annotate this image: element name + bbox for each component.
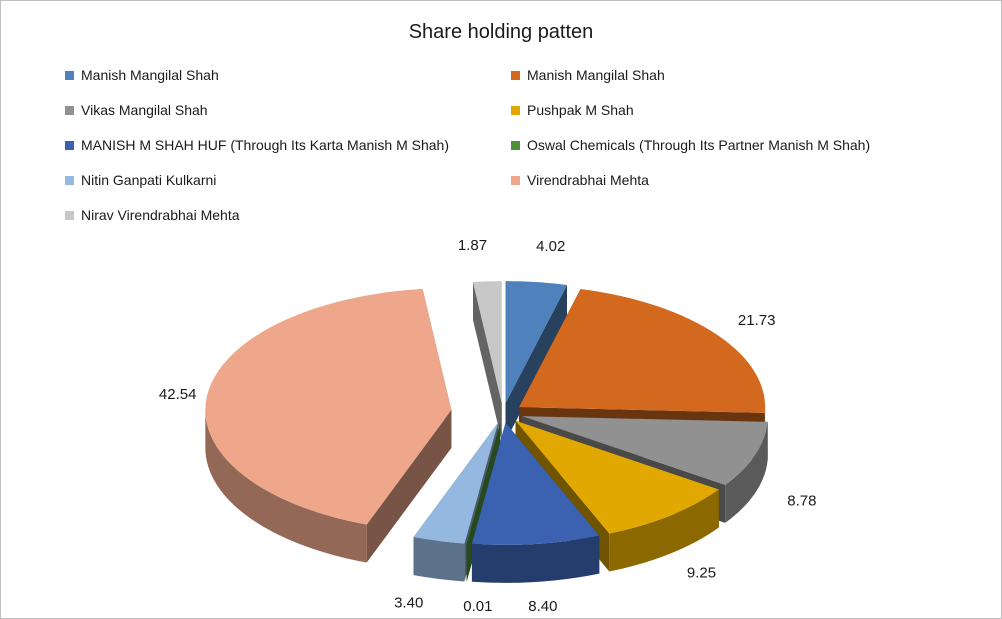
- chart-title: Share holding patten: [408, 21, 594, 43]
- legend-label-7: Nitin Ganpati Kulkarni: [81, 172, 217, 188]
- legend-item-3: Vikas Mangilal Shah: [65, 102, 208, 118]
- pie-slice-4-top: [515, 420, 719, 534]
- legend-label-3: Vikas Mangilal Shah: [81, 102, 208, 118]
- data-labels: 4.02 21.73 8.78 9.25 8.40 0.01 3.40 42.54 1.87: [159, 237, 817, 615]
- pie-slice-7-top: [413, 422, 499, 544]
- legend-item-9: Nirav Virendrabhai Mehta: [65, 207, 240, 223]
- legend-item-4: Pushpak M Shah: [511, 102, 634, 118]
- legend-item-1: Manish Mangilal Shah: [65, 67, 219, 83]
- legend-item-7: Nitin Ganpati Kulkarni: [65, 172, 216, 188]
- data-label-5: 8.40: [528, 598, 557, 615]
- pie-slice-8-side: [205, 409, 367, 563]
- data-label-9: 1.87: [458, 237, 487, 254]
- legend-label-8: Virendrabhai Mehta: [527, 172, 649, 188]
- pie-slice-1-top: [505, 281, 567, 404]
- pie-slice-4-side: [609, 489, 719, 572]
- data-label-4: 9.25: [687, 564, 716, 581]
- pie-slice-1-wall-2: [505, 285, 567, 442]
- legend-label-5: MANISH M SHAH HUF (Through Its Karta Man…: [81, 137, 449, 153]
- pie-slice-8: [205, 288, 452, 563]
- pie-slice-1: [505, 281, 567, 442]
- pie-slice-2-top: [519, 288, 766, 413]
- legend-swatch-2: [511, 70, 520, 80]
- legend-swatch-1: [65, 70, 74, 80]
- pie-slice-9-wall-1: [472, 281, 502, 442]
- pie-slice-9-top: [472, 281, 502, 404]
- data-label-2: 21.73: [738, 312, 776, 329]
- legend-item-6: Oswal Chemicals (Through Its Partner Man…: [511, 137, 870, 153]
- data-label-7: 3.40: [394, 595, 423, 612]
- pie-slice-5-top: [471, 422, 600, 545]
- data-label-3: 8.78: [787, 493, 816, 510]
- pie-slice-8-wall-1: [366, 409, 452, 563]
- legend-swatch-4: [511, 105, 520, 115]
- legend-swatch-5: [65, 140, 74, 150]
- pie-slices: [205, 281, 768, 583]
- legend-item-2: Manish Mangilal Shah: [511, 67, 665, 83]
- legend-swatch-6: [511, 140, 520, 150]
- legend-item-8: Virendrabhai Mehta: [511, 172, 649, 188]
- data-label-6: 0.01: [463, 598, 492, 615]
- pie-slice-7-side: [413, 537, 465, 582]
- pie-slice-5-side: [471, 535, 600, 583]
- legend-label-9: Nirav Virendrabhai Mehta: [81, 207, 240, 223]
- pie-slice-5: [471, 422, 600, 583]
- legend-label-6: Oswal Chemicals (Through Its Partner Man…: [527, 137, 871, 153]
- legend-label-2: Manish Mangilal Shah: [527, 67, 665, 83]
- pie-slice-8-top: [205, 288, 452, 525]
- pie-slice-3-side: [725, 421, 768, 523]
- legend-swatch-7: [65, 175, 74, 185]
- legend-swatch-9: [65, 210, 74, 220]
- data-label-1: 4.02: [536, 238, 565, 255]
- legend-item-5: MANISH M SHAH HUF (Through Its Karta Man…: [65, 137, 449, 153]
- legend-swatch-8: [511, 175, 520, 185]
- pie-slice-3-top: [521, 416, 768, 485]
- legend-swatch-3: [65, 105, 74, 115]
- data-label-8: 42.54: [159, 386, 197, 403]
- legend-label-4: Pushpak M Shah: [527, 102, 634, 118]
- pie-slice-6-top: [466, 422, 501, 544]
- pie-slice-9: [472, 281, 502, 442]
- legend-label-1: Manish Mangilal Shah: [81, 67, 219, 83]
